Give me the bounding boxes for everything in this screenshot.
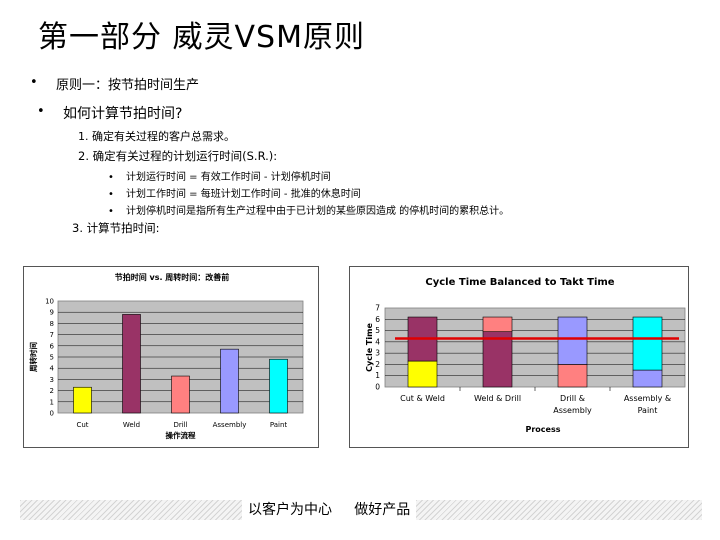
footer-slogan: 以客户为中心 做好产品 (242, 500, 417, 520)
y-tick-label: 5 (50, 354, 54, 362)
y-tick-label: 4 (50, 365, 55, 373)
chart-title: Cycle Time Balanced to Takt Time (425, 277, 614, 288)
balanced-cycle-chart-svg: Cycle Time Balanced to Takt Time 0 1 2 3 4 5 6 7… (365, 277, 686, 434)
bar-assembly (220, 348, 239, 414)
x-tick-label: Assembly & (624, 394, 671, 403)
bar-segment-assembly (557, 316, 588, 365)
bar-paint (269, 358, 288, 414)
bar-weld (122, 314, 141, 414)
bar-segment-cut (407, 360, 438, 388)
sub-bullet-item: • 计划停机时间是指所有生产过程中由于已计划的某些原因造成 的停机时间的累积总计。 (108, 202, 509, 217)
x-tick-label: Drill & (560, 394, 585, 403)
y-tick-label: 7 (375, 304, 380, 313)
bar-segment-weld (482, 331, 513, 388)
x-axis-label: 操作流程 (166, 430, 196, 440)
y-tick-label: 3 (50, 376, 54, 384)
y-tick-label: 4 (375, 337, 380, 346)
y-tick-label: 6 (375, 315, 380, 324)
bullet-marker: • (30, 75, 38, 90)
y-tick-label: 6 (50, 342, 55, 350)
y-tick-label: 9 (50, 309, 54, 317)
balanced-cycle-chart: Cycle Time Balanced to Takt Time 0 1 2 3 4 5 6 7… (349, 266, 689, 448)
y-tick-label: 2 (50, 387, 54, 395)
step-3-text: 3. 计算节拍时间: (72, 221, 160, 235)
y-tick-label: 0 (375, 383, 380, 392)
bar-drill (171, 375, 190, 414)
sub-bullet-text: 计划停机时间是指所有生产过程中由于已计划的某些原因造成 的停机时间的累积总计。 (126, 206, 510, 217)
bar-cut (73, 386, 92, 414)
takt-question-text: 如何计算节拍时间? (63, 106, 183, 122)
x-tick-label: Cut (76, 421, 88, 429)
bar-segment-drill (557, 364, 588, 388)
bullet-marker: • (108, 206, 114, 217)
y-tick-label: 0 (50, 410, 54, 418)
bullet-marker: • (37, 104, 45, 119)
y-tick-label: 8 (50, 320, 54, 328)
bar-segment-paint (632, 316, 663, 371)
bar-segment-drill (482, 316, 513, 333)
bullet-marker: • (108, 172, 114, 183)
y-tick-label: 7 (50, 331, 54, 339)
x-tick-label: Assembly (213, 421, 247, 429)
y-tick-label: 1 (50, 398, 54, 406)
x-tick-label: Paint (638, 406, 658, 415)
step-1-text: 1. 确定有关过程的客户总需求。 (78, 130, 235, 143)
takt-vs-cycle-chart: 节拍时间 vs. 周转时间：改善前 0 1 2 3 4 5 6 7 8 9 10 Cut Weld Dril… (23, 266, 319, 448)
slide-title: 第一部分 威灵VSM原则 (38, 20, 365, 55)
principle-one-text: 原则一：按节拍时间生产 (56, 78, 200, 93)
bullet-marker: • (108, 189, 114, 200)
x-tick-label: Drill (173, 421, 187, 429)
x-tick-label: Cut & Weld (400, 394, 445, 403)
bar-segment-assembly (632, 369, 663, 388)
y-tick-label: 1 (375, 371, 380, 380)
y-tick-label: 10 (45, 298, 54, 306)
step-2-text: 2. 确定有关过程的计划运行时间(S.R.): (78, 149, 278, 163)
takt-vs-cycle-chart-svg: 节拍时间 vs. 周转时间：改善前 0 1 2 3 4 5 6 7 8 9 10 Cut Weld Dril… (28, 272, 304, 440)
x-tick-label: Weld & Drill (474, 394, 521, 403)
x-tick-label: Paint (270, 421, 288, 429)
chart-title: 节拍时间 vs. 周转时间：改善前 (115, 272, 230, 282)
sub-bullet-text: 计划工作时间 = 每班计划工作时间 - 批准的休息时间 (126, 189, 361, 200)
sub-bullet-text: 计划运行时间 = 有效工作时间 - 计划停机时间 (126, 172, 331, 183)
x-tick-label: Weld (123, 421, 140, 429)
sub-bullet-item: • 计划运行时间 = 有效工作时间 - 计划停机时间 (108, 168, 331, 183)
y-tick-label: 3 (375, 349, 380, 358)
y-axis-label: Cycle Time (365, 323, 374, 372)
x-axis-label: Process (526, 425, 561, 434)
y-tick-label: 5 (375, 326, 380, 335)
y-tick-label: 2 (375, 360, 380, 369)
y-axis-label: 周转时间 (28, 342, 38, 372)
sub-bullet-item: • 计划工作时间 = 每班计划工作时间 - 批准的休息时间 (108, 185, 361, 200)
x-tick-label: Assembly (553, 406, 592, 415)
